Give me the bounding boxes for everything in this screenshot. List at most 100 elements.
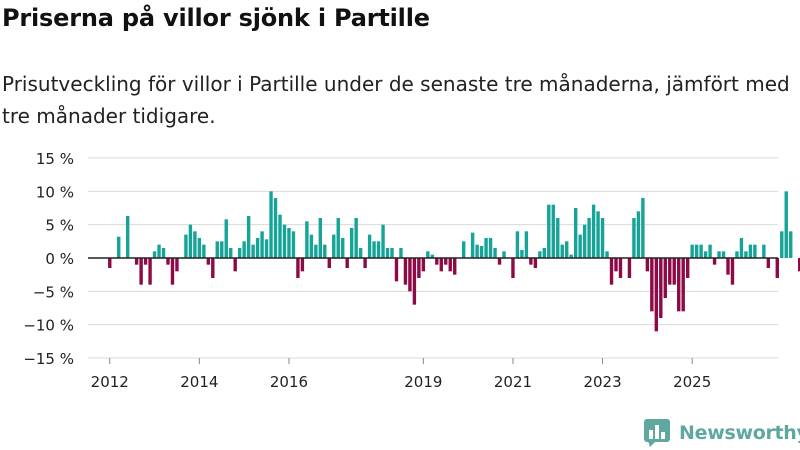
bar <box>237 248 242 258</box>
bar <box>282 224 287 258</box>
bar <box>188 224 193 258</box>
bar-chart-logo-icon <box>644 419 670 447</box>
bar <box>117 236 121 258</box>
bar <box>699 244 703 258</box>
bar <box>385 248 390 258</box>
bar <box>609 258 614 285</box>
bar <box>748 244 753 258</box>
bar <box>349 228 354 258</box>
bar <box>184 234 188 258</box>
bar <box>556 218 560 258</box>
bar <box>636 211 641 258</box>
bar <box>372 241 376 258</box>
bar <box>488 238 493 258</box>
bar <box>336 218 340 258</box>
bar <box>461 241 466 258</box>
bar <box>166 258 170 265</box>
bar <box>784 191 788 258</box>
x-tick-label: 2012 <box>91 373 129 391</box>
bar <box>202 244 206 258</box>
bar <box>573 208 578 258</box>
bar <box>753 244 757 258</box>
bar <box>278 214 282 258</box>
bar <box>744 251 748 258</box>
bar <box>206 258 211 265</box>
bar <box>439 258 443 272</box>
bar <box>430 254 435 258</box>
bar <box>475 244 479 258</box>
gridlines <box>88 157 778 359</box>
bar <box>650 258 654 312</box>
bar <box>367 234 372 258</box>
bar <box>157 244 161 258</box>
chart-title: Priserna på villor sjönk i Partille <box>2 4 430 32</box>
bar <box>403 258 408 285</box>
x-tick-label: 2023 <box>583 373 621 391</box>
bar <box>390 248 394 258</box>
bar <box>421 258 426 272</box>
bar <box>273 198 278 258</box>
x-tick-label: 2016 <box>270 373 308 391</box>
bar <box>484 238 488 258</box>
bar <box>645 258 650 272</box>
bar <box>712 258 717 265</box>
y-tick-label: 15 % <box>36 150 74 168</box>
bar <box>215 241 219 258</box>
bar <box>600 218 605 258</box>
bar <box>193 231 197 258</box>
bar <box>627 258 632 278</box>
bar <box>332 234 336 258</box>
bar <box>497 258 502 265</box>
bar <box>641 198 645 258</box>
bar <box>618 258 623 278</box>
bar <box>766 258 771 268</box>
x-axis: 2012 2014 2016 2019 2021 2023 2025 <box>91 358 711 391</box>
bar <box>789 231 793 258</box>
bar <box>703 251 708 258</box>
y-tick-label: 10 % <box>36 183 74 201</box>
bar <box>690 244 694 258</box>
bar <box>524 231 529 258</box>
bar <box>529 258 533 265</box>
bar <box>672 258 676 285</box>
bar <box>300 258 305 272</box>
bar <box>659 258 663 318</box>
bar <box>569 254 573 258</box>
bar <box>139 258 143 285</box>
bar <box>309 234 314 258</box>
bars <box>108 191 800 332</box>
bar <box>242 241 246 258</box>
bar <box>735 251 739 258</box>
bar <box>426 251 430 258</box>
y-tick-label: 0 % <box>45 250 74 268</box>
bar <box>739 238 744 258</box>
bar-chart: 15 %10 %5 %0 %−5 %−10 %−15 % 2012 2014 201… <box>23 150 800 391</box>
bar <box>708 244 712 258</box>
bar <box>408 258 412 292</box>
x-tick-label: 2021 <box>494 373 532 391</box>
bar <box>663 258 667 298</box>
bar <box>681 258 685 312</box>
y-axis: 15 % 10 % 5 % 0 % −5 % −10 % −15 % <box>23 150 74 368</box>
bar <box>246 216 251 258</box>
bar <box>363 258 367 268</box>
bar <box>435 258 439 265</box>
bar <box>542 248 547 258</box>
bar <box>345 258 349 268</box>
bar <box>175 258 179 272</box>
bar <box>453 258 457 275</box>
bar <box>287 228 291 258</box>
bar <box>412 258 417 305</box>
y-tick-label: 5 % <box>45 217 74 235</box>
bar <box>502 251 506 258</box>
bar <box>264 239 269 258</box>
bar <box>381 224 385 258</box>
bar <box>677 258 681 312</box>
bar <box>587 218 591 258</box>
bar <box>125 216 130 258</box>
bar <box>448 258 452 272</box>
bar <box>560 244 564 258</box>
bar <box>605 251 609 258</box>
newsworthy-logo: Newsworthy <box>644 419 800 447</box>
bar <box>399 248 403 258</box>
